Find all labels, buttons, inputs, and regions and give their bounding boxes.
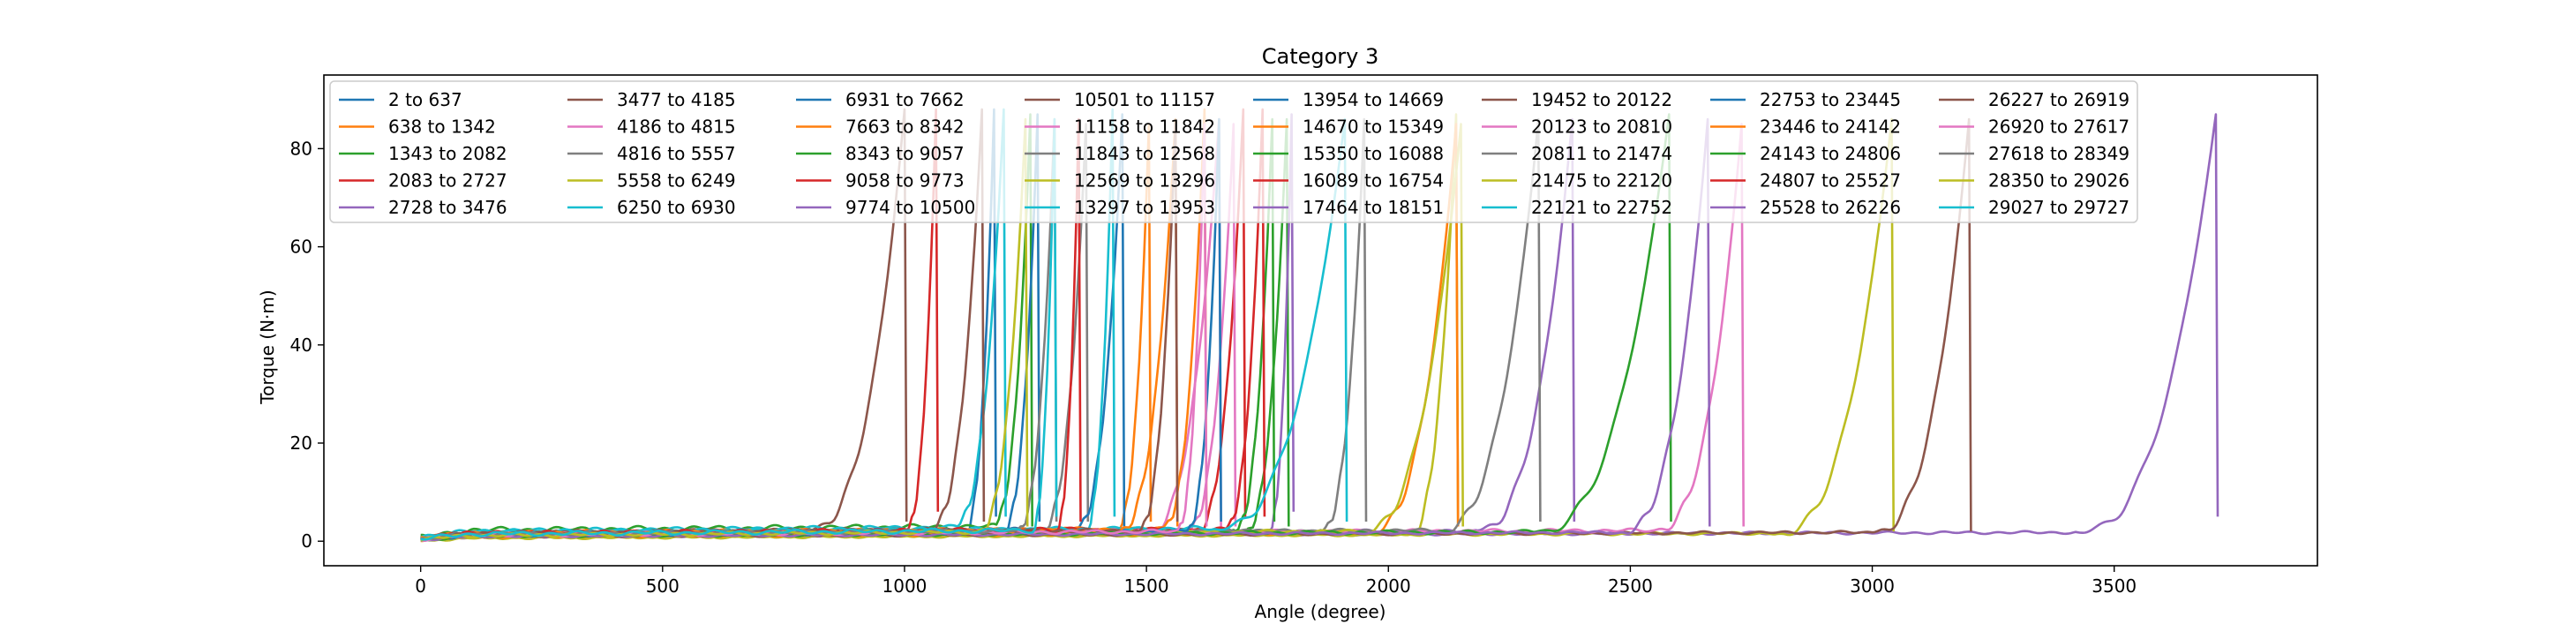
x-tick-label: 0 (415, 575, 426, 597)
legend-label: 7663 to 8342 (845, 117, 965, 138)
axis-ticks: 0 500 1000 1500 2000 2500 3000 3500 0 20 40 60 80 (290, 138, 2137, 597)
chart-title: Category 3 (1262, 44, 1379, 69)
legend-label: 3477 to 4185 (617, 89, 736, 110)
x-axis-label: Angle (degree) (1255, 601, 1386, 622)
legend-label: 10501 to 11157 (1074, 89, 1215, 110)
legend-label: 1343 to 2082 (388, 143, 507, 164)
legend-label: 13954 to 14669 (1303, 89, 1444, 110)
legend-label: 26920 to 27617 (1988, 117, 2129, 138)
legend-label: 24807 to 25527 (1760, 170, 1901, 192)
legend-label: 22121 to 22752 (1531, 197, 1672, 218)
legend-label: 26227 to 26919 (1988, 89, 2129, 110)
legend-label: 14670 to 15349 (1303, 117, 1444, 138)
plot-area-frame (323, 74, 2318, 567)
y-tick-label: 60 (290, 237, 312, 258)
legend-label: 2728 to 3476 (388, 197, 507, 218)
legend-label: 20123 to 20810 (1531, 117, 1672, 138)
x-tick-label: 3000 (1850, 575, 1895, 597)
series-layer (420, 108, 2219, 543)
legend-label: 9774 to 10500 (845, 197, 975, 218)
legend-label: 15350 to 16088 (1303, 143, 1444, 164)
x-tick-label: 500 (646, 575, 680, 597)
legend-label: 22753 to 23445 (1760, 89, 1901, 110)
legend-label: 16089 to 16754 (1303, 170, 1444, 192)
legend-label: 13297 to 13953 (1074, 197, 1215, 218)
legend-label: 12569 to 13296 (1074, 170, 1215, 192)
x-tick-label: 2500 (1608, 575, 1653, 597)
legend-box (329, 80, 2138, 223)
series-line-40 (420, 117, 1058, 541)
y-tick-label: 80 (290, 138, 312, 159)
legend-label: 17464 to 18151 (1303, 197, 1444, 218)
legend-label: 8343 to 9057 (845, 143, 965, 164)
y-tick-label: 40 (290, 335, 312, 356)
legend-label: 29027 to 29727 (1988, 197, 2129, 218)
legend-label: 21475 to 22120 (1531, 170, 1672, 192)
legend-label: 4186 to 4815 (617, 117, 736, 138)
legend-label: 11843 to 12568 (1074, 143, 1215, 164)
legend-label: 19452 to 20122 (1531, 89, 1672, 110)
legend-label: 20811 to 21474 (1531, 143, 1672, 164)
legend-label: 24143 to 24806 (1760, 143, 1901, 164)
legend-label: 5558 to 6249 (617, 170, 736, 192)
y-axis-label: Torque (N·m) (257, 289, 278, 404)
y-tick-label: 0 (301, 530, 312, 552)
legend-label: 27618 to 28349 (1988, 143, 2129, 164)
legend-label: 6250 to 6930 (617, 197, 736, 218)
legend-label: 28350 to 29026 (1988, 170, 2129, 192)
legend-label: 2083 to 2727 (388, 170, 507, 192)
legend: 2 to 637 638 to 1342 1343 to 2082 2083 to 2… (329, 80, 2138, 223)
x-tick-label: 2000 (1366, 575, 1411, 597)
legend-label: 23446 to 24142 (1760, 117, 1901, 138)
legend-label: 4816 to 5557 (617, 143, 736, 164)
x-tick-label: 1500 (1124, 575, 1169, 597)
x-tick-label: 3500 (2092, 575, 2137, 597)
legend-label: 25528 to 26226 (1760, 197, 1901, 218)
legend-label: 6931 to 7662 (845, 89, 965, 110)
legend-label: 2 to 637 (388, 89, 462, 110)
y-tick-label: 20 (290, 432, 312, 454)
legend-label: 11158 to 11842 (1074, 117, 1215, 138)
legend-label: 9058 to 9773 (845, 170, 965, 192)
legend-label: 638 to 1342 (388, 117, 496, 138)
x-tick-label: 1000 (882, 575, 928, 597)
